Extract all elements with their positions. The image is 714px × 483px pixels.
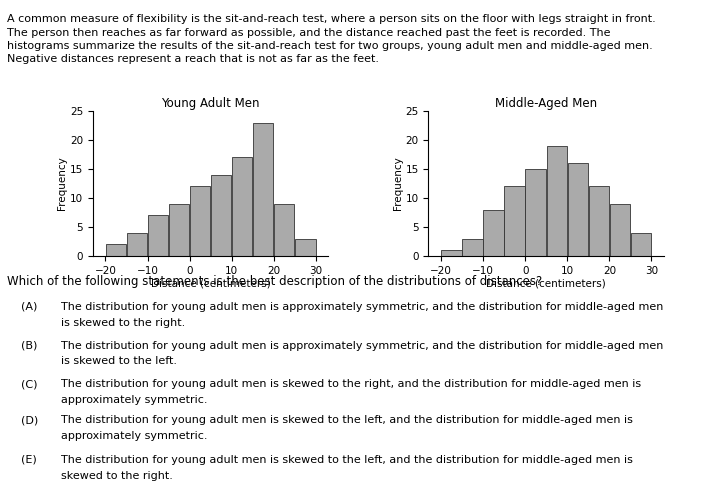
Bar	[127, 233, 147, 256]
Bar	[505, 186, 525, 256]
Text: (D): (D)	[21, 415, 39, 426]
Bar	[441, 250, 462, 256]
Bar	[483, 210, 504, 256]
Y-axis label: Frequency: Frequency	[57, 156, 67, 211]
Bar	[253, 123, 273, 256]
Text: is skewed to the right.: is skewed to the right.	[61, 318, 185, 328]
Text: (C): (C)	[21, 379, 38, 389]
Text: (E): (E)	[21, 455, 37, 465]
Text: Which of the following statements is the best description of the distributions o: Which of the following statements is the…	[7, 275, 543, 288]
Text: (A): (A)	[21, 302, 38, 312]
Text: A common measure of flexibility is the sit-and-reach test, where a person sits o: A common measure of flexibility is the s…	[7, 14, 656, 64]
Bar	[106, 244, 126, 256]
Bar	[169, 204, 189, 256]
Title: Young Adult Men: Young Adult Men	[161, 97, 260, 110]
Bar	[463, 239, 483, 256]
X-axis label: Distance (centimeters): Distance (centimeters)	[151, 279, 271, 288]
Text: is skewed to the left.: is skewed to the left.	[61, 356, 176, 367]
Text: The distribution for young adult men is skewed to the left, and the distribution: The distribution for young adult men is …	[61, 415, 633, 426]
Text: The distribution for young adult men is skewed to the right, and the distributio: The distribution for young adult men is …	[61, 379, 641, 389]
Bar	[211, 175, 231, 256]
Bar	[526, 169, 546, 256]
Bar	[232, 157, 252, 256]
Bar	[190, 186, 211, 256]
Bar	[148, 215, 169, 256]
Bar	[295, 239, 316, 256]
Bar	[568, 163, 588, 256]
Text: approximately symmetric.: approximately symmetric.	[61, 431, 207, 441]
Bar	[610, 204, 630, 256]
Title: Middle-Aged Men: Middle-Aged Men	[495, 97, 598, 110]
Text: The distribution for young adult men is approximately symmetric, and the distrib: The distribution for young adult men is …	[61, 302, 663, 312]
Bar	[274, 204, 294, 256]
Text: approximately symmetric.: approximately symmetric.	[61, 395, 207, 405]
Text: (B): (B)	[21, 341, 38, 351]
Text: The distribution for young adult men is skewed to the left, and the distribution: The distribution for young adult men is …	[61, 455, 633, 465]
Text: skewed to the right.: skewed to the right.	[61, 471, 173, 481]
X-axis label: Distance (centimeters): Distance (centimeters)	[486, 279, 606, 288]
Bar	[546, 146, 567, 256]
Bar	[588, 186, 609, 256]
Text: The distribution for young adult men is approximately symmetric, and the distrib: The distribution for young adult men is …	[61, 341, 663, 351]
Y-axis label: Frequency: Frequency	[393, 156, 403, 211]
Bar	[630, 233, 651, 256]
